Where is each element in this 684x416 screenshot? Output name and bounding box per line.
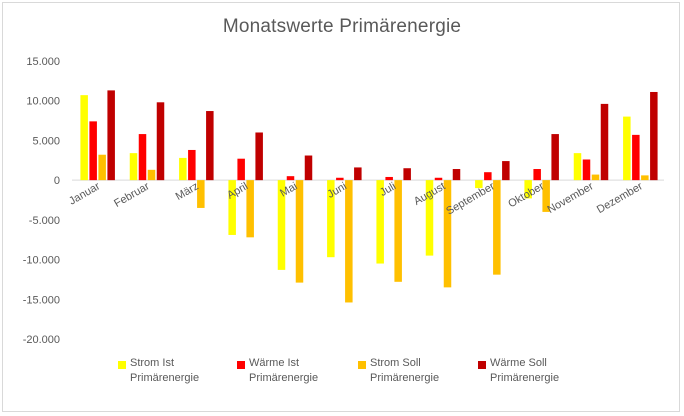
y-tick-label: 10.000	[26, 96, 60, 108]
y-tick-label: -20.000	[23, 334, 60, 346]
bar-2-august	[434, 177, 443, 181]
legend-swatch	[358, 361, 366, 369]
bar-2-mai	[286, 176, 295, 181]
chart-frame	[2, 2, 680, 412]
x-tick-label: November	[546, 180, 596, 216]
bar-3-juni	[345, 180, 353, 303]
bar-1-oktober	[524, 180, 532, 199]
legend-swatch	[237, 361, 245, 369]
bar-4-september	[502, 161, 510, 181]
bar-3-august	[443, 180, 452, 288]
bar-2-märz	[188, 149, 196, 181]
bar-1-dezember	[623, 116, 631, 181]
bar-3-mai	[295, 180, 304, 283]
bar-3-februar	[147, 169, 156, 181]
bar-1-januar	[80, 95, 88, 181]
bar-2-januar	[89, 121, 97, 181]
bar-1-märz	[179, 157, 187, 181]
x-tick-label: September	[444, 180, 497, 217]
y-tick-label: -10.000	[23, 255, 60, 267]
bar-3-januar	[98, 154, 106, 181]
legend-label: Strom Soll Primärenergie	[370, 357, 440, 384]
bar-4-märz	[206, 111, 214, 181]
y-tick-label: -15.000	[23, 294, 60, 306]
bar-1-juni	[327, 180, 335, 258]
bar-2-september	[484, 172, 492, 181]
x-tick-label: Februar	[112, 180, 152, 210]
legend-label: Wärme Soll Primärenergie	[490, 357, 560, 384]
y-tick-label: 5.000	[32, 135, 60, 147]
bar-1-mai	[277, 180, 286, 270]
x-tick-label: Januar	[67, 180, 102, 207]
y-tick-label: 0	[54, 175, 60, 187]
legend-item: Wärme Ist Primärenergie	[237, 356, 349, 386]
chart-legend: Strom Ist Primärenergie Wärme Ist Primärene…	[0, 356, 684, 396]
legend-swatch	[478, 361, 486, 369]
bar-1-november	[573, 153, 582, 181]
bar-3-april	[246, 180, 254, 238]
bar-3-november	[591, 174, 600, 181]
bar-3-september	[493, 180, 501, 275]
bar-2-november	[582, 159, 591, 181]
bar-4-april	[255, 132, 263, 181]
bar-2-juni	[336, 177, 344, 181]
x-tick-label: März	[174, 180, 201, 203]
bar-3-dezember	[641, 175, 649, 181]
bar-1-juli	[376, 180, 384, 264]
bar-2-juli	[385, 176, 393, 181]
legend-item: Wärme Soll Primärenergie	[478, 356, 590, 386]
bar-1-februar	[129, 153, 138, 181]
bar-2-dezember	[632, 134, 640, 181]
bar-3-juli	[394, 180, 402, 282]
bar-4-dezember	[650, 91, 658, 181]
legend-label: Wärme Ist Primärenergie	[249, 357, 319, 384]
legend-item: Strom Ist Primärenergie	[118, 356, 230, 386]
y-tick-label: 15.000	[26, 56, 60, 68]
bar-4-januar	[107, 90, 115, 181]
bar-4-juni	[354, 167, 362, 181]
bar-4-februar	[156, 102, 165, 181]
chart-title: Monatswerte Primärenergie	[222, 16, 462, 37]
bar-1-april	[228, 180, 236, 235]
bar-4-august	[452, 169, 461, 181]
legend-swatch	[118, 361, 126, 369]
bar-4-oktober	[551, 134, 559, 181]
x-tick-label: Dezember	[595, 180, 645, 216]
bar-4-mai	[304, 155, 313, 181]
bar-2-februar	[138, 134, 147, 181]
bar-2-april	[237, 158, 245, 181]
legend-item: Strom Soll Primärenergie	[358, 356, 470, 386]
bar-4-juli	[403, 168, 411, 181]
bar-1-august	[425, 180, 434, 256]
legend-label: Strom Ist Primärenergie	[130, 357, 200, 384]
bar-1-september	[475, 180, 483, 189]
bar-4-november	[600, 103, 609, 181]
bar-3-märz	[197, 180, 205, 208]
bar-3-oktober	[542, 180, 550, 212]
y-tick-label: -5.000	[29, 215, 60, 227]
bar-2-oktober	[533, 169, 541, 181]
